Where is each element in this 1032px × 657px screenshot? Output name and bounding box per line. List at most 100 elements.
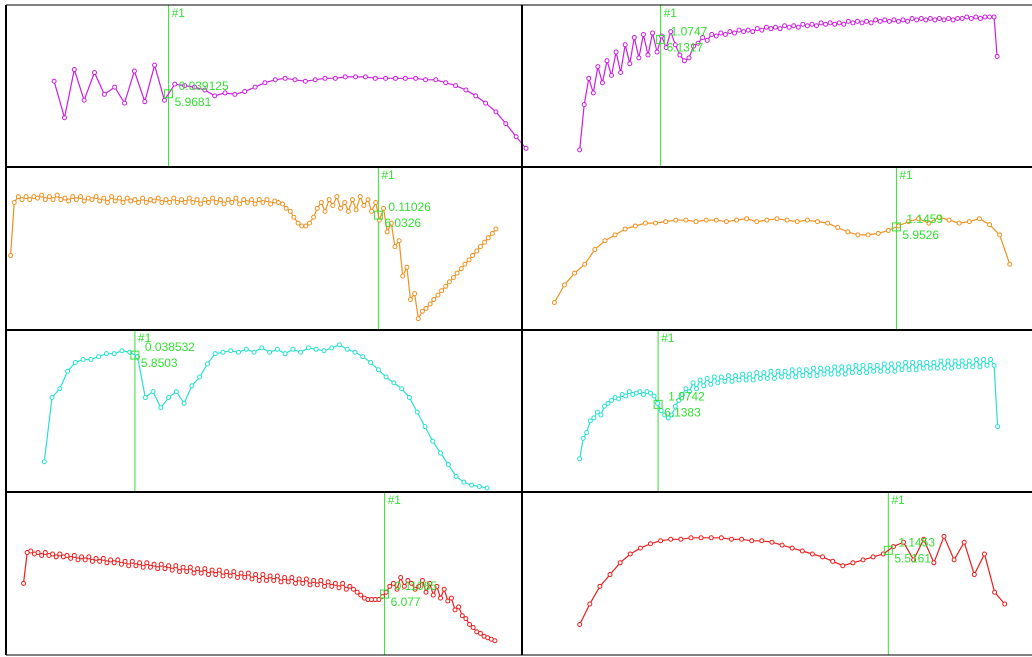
data-point [245, 570, 251, 576]
data-point [264, 197, 270, 203]
data-point [775, 368, 781, 374]
data-point [669, 412, 675, 418]
data-point [365, 197, 371, 203]
data-point [399, 386, 405, 392]
data-point [101, 91, 107, 97]
data-point [708, 381, 714, 387]
data-point [874, 362, 880, 368]
data-point [711, 374, 717, 380]
data-point [303, 223, 309, 229]
data-point [868, 20, 874, 26]
data-point [302, 78, 308, 84]
data-point [729, 378, 735, 384]
data-point [222, 90, 228, 96]
data-point [796, 367, 802, 373]
data-point [423, 305, 429, 311]
data-point [903, 359, 909, 365]
data-point [485, 235, 491, 241]
data-point [789, 545, 795, 551]
data-point [900, 17, 906, 23]
data-point [321, 348, 327, 354]
data-point [72, 359, 78, 365]
data-point [252, 84, 258, 90]
data-point [941, 365, 947, 371]
data-point [62, 195, 68, 201]
series-line [553, 216, 1011, 303]
data-point [906, 367, 912, 373]
data-point [236, 349, 242, 355]
data-point [97, 558, 103, 564]
data-point [124, 195, 130, 201]
data-point [651, 393, 657, 399]
data-point [803, 367, 809, 373]
data-point [194, 197, 200, 203]
data-point [723, 219, 729, 225]
data-point [345, 208, 351, 214]
data-point [11, 200, 17, 206]
data-point [627, 61, 633, 67]
data-point [982, 14, 988, 20]
data-point [41, 459, 47, 465]
data-point [466, 257, 472, 263]
data-point [97, 198, 103, 204]
data-point [715, 380, 721, 386]
data-point [882, 17, 888, 23]
data-point [794, 219, 800, 225]
data-point [627, 551, 633, 557]
data-point [934, 365, 940, 371]
data-point [445, 598, 451, 604]
data-point [313, 346, 319, 352]
data-point [789, 367, 795, 373]
data-point [976, 216, 982, 222]
data-point [580, 435, 586, 441]
data-point [750, 29, 756, 35]
data-point [179, 197, 185, 203]
data-point [754, 370, 760, 376]
data-point [731, 30, 737, 36]
data-point [445, 462, 451, 468]
data-point [58, 197, 64, 203]
data-point [591, 415, 597, 421]
data-point [782, 368, 788, 374]
data-point [133, 563, 139, 569]
data-point [262, 80, 268, 86]
readout-time: 6.0326 [384, 216, 421, 230]
data-point [997, 232, 1003, 238]
data-point [275, 200, 281, 206]
data-point [267, 349, 273, 355]
data-point [352, 349, 358, 355]
data-point [981, 551, 987, 557]
data-point [941, 17, 947, 23]
data-point [419, 577, 425, 583]
data-point [330, 202, 336, 208]
data-point [881, 361, 887, 367]
data-point [636, 55, 642, 61]
data-point [966, 358, 972, 364]
data-point [414, 409, 420, 415]
data-point [409, 580, 415, 586]
data-point [353, 74, 359, 80]
data-point [700, 34, 706, 40]
data-point [212, 351, 218, 357]
data-point [392, 75, 398, 81]
data-point [695, 40, 701, 46]
data-point [173, 389, 179, 395]
data-point [49, 394, 55, 400]
data-point [438, 450, 444, 456]
data-point [140, 564, 146, 570]
data-point [50, 197, 56, 203]
readout-time: 5.8503 [141, 356, 178, 370]
data-point [296, 576, 302, 582]
data-point [734, 217, 740, 223]
data-point [180, 564, 186, 570]
data-point [144, 560, 150, 566]
data-point [818, 365, 824, 371]
data-point [131, 68, 137, 74]
data-point [303, 576, 309, 582]
data-point [587, 418, 593, 424]
data-point [274, 346, 280, 352]
data-point [172, 81, 178, 87]
data-point [338, 205, 344, 211]
data-point [112, 84, 118, 90]
data-point [856, 370, 862, 376]
